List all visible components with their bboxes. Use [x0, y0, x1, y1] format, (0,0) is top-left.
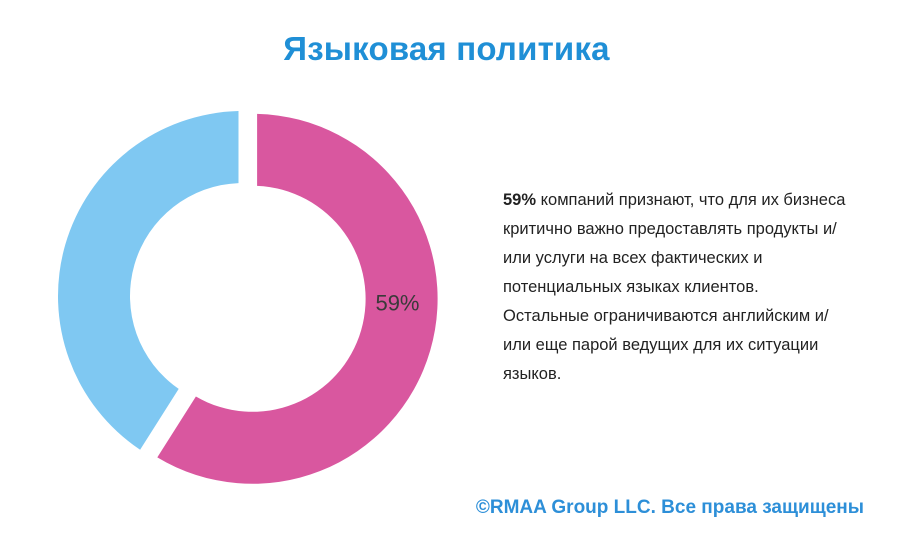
chart-title: Языковая политика [283, 30, 610, 67]
copyright-notice: ©RMAA Group LLC. Все права защищены [475, 497, 864, 518]
donut-slice-0 [157, 113, 438, 484]
donut-slice-1 [58, 111, 239, 450]
description-highlight: 59% [503, 191, 537, 209]
slice-label-0: 59% [375, 290, 419, 315]
description-body: компаний признают, что для их бизнеса кр… [503, 191, 846, 383]
description-text: 59% компаний признают, что для их бизнес… [503, 186, 848, 389]
